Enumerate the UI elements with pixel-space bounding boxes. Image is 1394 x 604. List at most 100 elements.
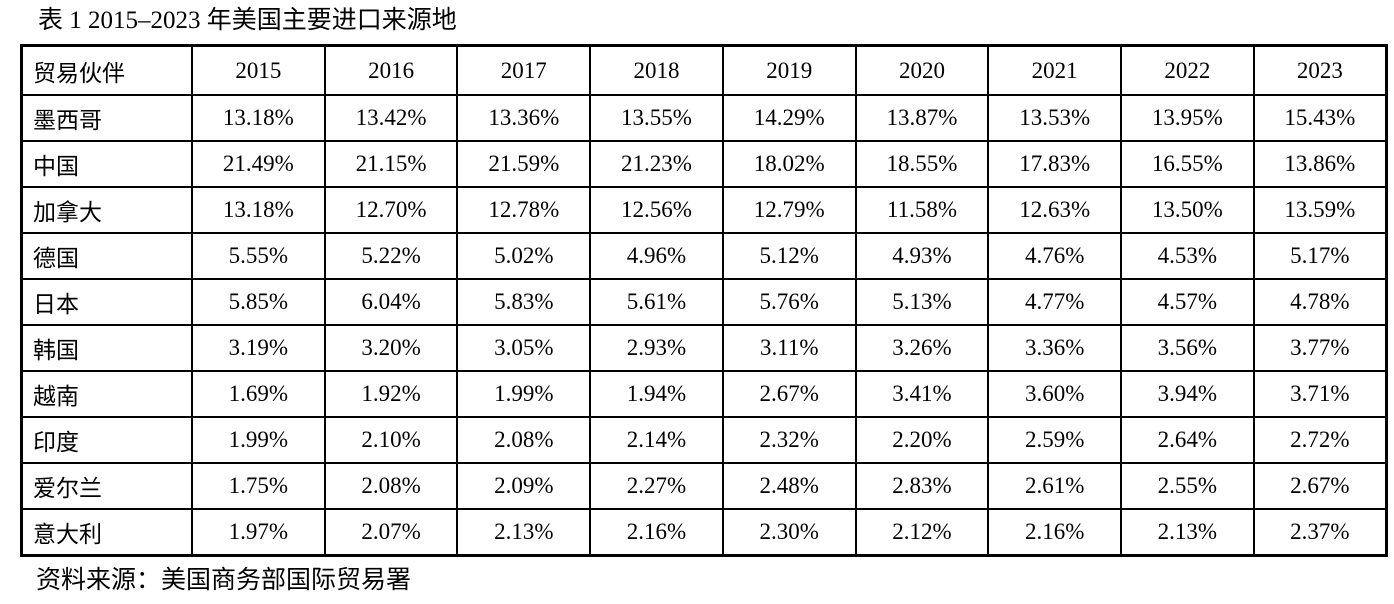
table-title: 表 1 2015–2023 年美国主要进口来源地 bbox=[38, 7, 457, 34]
value-cell: 4.96% bbox=[589, 232, 724, 280]
value-cell: 21.49% bbox=[191, 140, 326, 188]
value-cell: 5.85% bbox=[191, 278, 326, 326]
value-cell: 21.59% bbox=[456, 140, 592, 188]
table-row: 韩国 3.19% 3.20% 3.05% 2.93% 3.11% 3.26% 3.36% 3.5… bbox=[20, 324, 1388, 372]
value-cell: 1.92% bbox=[323, 370, 459, 418]
header-cell-year: 2018 bbox=[589, 44, 724, 96]
value-cell: 2.55% bbox=[1120, 462, 1255, 510]
value-cell: 2.07% bbox=[323, 508, 459, 557]
table-row: 越南 1.69% 1.92% 1.99% 1.94% 2.67% 3.41% 3.60% 3.9… bbox=[20, 370, 1388, 418]
value-cell: 13.59% bbox=[1252, 186, 1388, 234]
value-cell: 21.15% bbox=[323, 140, 459, 188]
value-cell: 3.60% bbox=[987, 370, 1123, 418]
table-row: 墨西哥 13.18% 13.42% 13.36% 13.55% 14.29% 13.87% 1… bbox=[20, 94, 1388, 142]
value-cell: 2.59% bbox=[987, 416, 1123, 464]
value-cell: 15.43% bbox=[1252, 94, 1388, 142]
value-cell: 12.70% bbox=[323, 186, 459, 234]
value-cell: 13.55% bbox=[589, 94, 724, 142]
value-cell: 1.99% bbox=[456, 370, 592, 418]
value-cell: 2.12% bbox=[854, 508, 990, 557]
header-cell-year: 2020 bbox=[854, 44, 990, 96]
value-cell: 3.94% bbox=[1120, 370, 1255, 418]
table-row: 日本 5.85% 6.04% 5.83% 5.61% 5.76% 5.13% 4.77% 4.5… bbox=[20, 278, 1388, 326]
table-row: 爱尔兰 1.75% 2.08% 2.09% 2.27% 2.48% 2.83% 2.61% 2.… bbox=[20, 462, 1388, 510]
value-cell: 1.94% bbox=[589, 370, 724, 418]
header-cell-year: 2019 bbox=[721, 44, 857, 96]
value-cell: 16.55% bbox=[1120, 140, 1255, 188]
value-cell: 2.08% bbox=[323, 462, 459, 510]
value-cell: 12.79% bbox=[721, 186, 857, 234]
value-cell: 1.97% bbox=[191, 508, 326, 557]
value-cell: 12.78% bbox=[456, 186, 592, 234]
value-cell: 3.26% bbox=[854, 324, 990, 372]
partner-name-cell: 意大利 bbox=[20, 508, 193, 557]
table-header-row: 贸易伙伴 2015 2016 2017 2018 2019 2020 2021 2022 2023 bbox=[20, 44, 1388, 96]
value-cell: 2.16% bbox=[589, 508, 724, 557]
partner-name-cell: 墨西哥 bbox=[20, 94, 193, 142]
header-cell-year: 2022 bbox=[1120, 44, 1255, 96]
value-cell: 21.23% bbox=[589, 140, 724, 188]
value-cell: 2.32% bbox=[721, 416, 857, 464]
partner-name-cell: 德国 bbox=[20, 232, 193, 280]
value-cell: 5.76% bbox=[721, 278, 857, 326]
value-cell: 5.12% bbox=[721, 232, 857, 280]
table-row: 德国 5.55% 5.22% 5.02% 4.96% 5.12% 4.93% 4.76% 4.5… bbox=[20, 232, 1388, 280]
value-cell: 13.50% bbox=[1120, 186, 1255, 234]
value-cell: 3.11% bbox=[721, 324, 857, 372]
value-cell: 11.58% bbox=[854, 186, 990, 234]
value-cell: 2.72% bbox=[1252, 416, 1388, 464]
partner-name-cell: 越南 bbox=[20, 370, 193, 418]
value-cell: 5.61% bbox=[589, 278, 724, 326]
value-cell: 2.13% bbox=[456, 508, 592, 557]
table-body: 墨西哥 13.18% 13.42% 13.36% 13.55% 14.29% 13.87% 1… bbox=[20, 94, 1388, 557]
value-cell: 4.53% bbox=[1120, 232, 1255, 280]
value-cell: 4.57% bbox=[1120, 278, 1255, 326]
value-cell: 1.69% bbox=[191, 370, 326, 418]
table-row: 意大利 1.97% 2.07% 2.13% 2.16% 2.30% 2.12% 2.16% 2.… bbox=[20, 508, 1388, 557]
value-cell: 2.13% bbox=[1120, 508, 1255, 557]
header-cell-year: 2016 bbox=[323, 44, 459, 96]
value-cell: 13.36% bbox=[456, 94, 592, 142]
table-row: 中国 21.49% 21.15% 21.59% 21.23% 18.02% 18.55% 17… bbox=[20, 140, 1388, 188]
value-cell: 13.18% bbox=[191, 94, 326, 142]
value-cell: 2.48% bbox=[721, 462, 857, 510]
value-cell: 3.41% bbox=[854, 370, 990, 418]
value-cell: 13.86% bbox=[1252, 140, 1388, 188]
value-cell: 3.56% bbox=[1120, 324, 1255, 372]
value-cell: 2.64% bbox=[1120, 416, 1255, 464]
partner-name-cell: 中国 bbox=[20, 140, 193, 188]
value-cell: 2.08% bbox=[456, 416, 592, 464]
value-cell: 5.02% bbox=[456, 232, 592, 280]
value-cell: 13.87% bbox=[854, 94, 990, 142]
value-cell: 4.93% bbox=[854, 232, 990, 280]
value-cell: 2.30% bbox=[721, 508, 857, 557]
value-cell: 3.05% bbox=[456, 324, 592, 372]
value-cell: 18.02% bbox=[721, 140, 857, 188]
value-cell: 18.55% bbox=[854, 140, 990, 188]
header-cell-year: 2015 bbox=[191, 44, 326, 96]
value-cell: 2.37% bbox=[1252, 508, 1388, 557]
value-cell: 2.20% bbox=[854, 416, 990, 464]
value-cell: 13.53% bbox=[987, 94, 1123, 142]
table-row: 加拿大 13.18% 12.70% 12.78% 12.56% 12.79% 11.58% 1… bbox=[20, 186, 1388, 234]
value-cell: 1.99% bbox=[191, 416, 326, 464]
value-cell: 12.56% bbox=[589, 186, 724, 234]
value-cell: 14.29% bbox=[721, 94, 857, 142]
value-cell: 2.09% bbox=[456, 462, 592, 510]
partner-name-cell: 爱尔兰 bbox=[20, 462, 193, 510]
value-cell: 2.61% bbox=[987, 462, 1123, 510]
value-cell: 5.83% bbox=[456, 278, 592, 326]
partner-name-cell: 日本 bbox=[20, 278, 193, 326]
value-cell: 3.36% bbox=[987, 324, 1123, 372]
partner-name-cell: 加拿大 bbox=[20, 186, 193, 234]
value-cell: 4.76% bbox=[987, 232, 1123, 280]
value-cell: 4.78% bbox=[1252, 278, 1388, 326]
value-cell: 3.20% bbox=[323, 324, 459, 372]
partner-name-cell: 韩国 bbox=[20, 324, 193, 372]
value-cell: 3.19% bbox=[191, 324, 326, 372]
value-cell: 1.75% bbox=[191, 462, 326, 510]
value-cell: 3.77% bbox=[1252, 324, 1388, 372]
value-cell: 3.71% bbox=[1252, 370, 1388, 418]
import-sources-table: 贸易伙伴 2015 2016 2017 2018 2019 2020 2021 2022 2023… bbox=[20, 44, 1388, 557]
table-row: 印度 1.99% 2.10% 2.08% 2.14% 2.32% 2.20% 2.59% 2.6… bbox=[20, 416, 1388, 464]
